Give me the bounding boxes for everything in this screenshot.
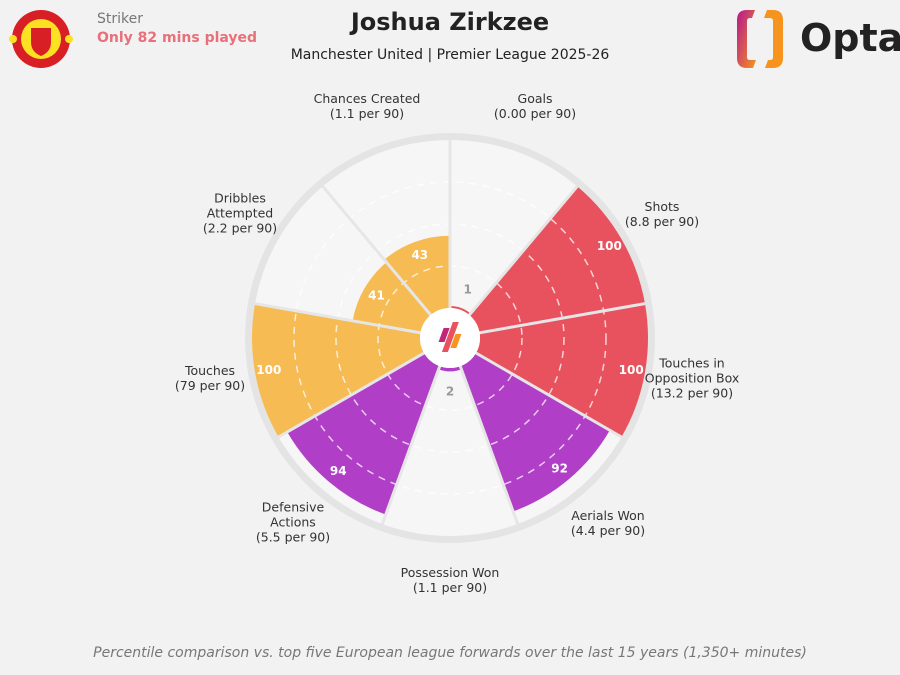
icon-bar <box>438 328 450 342</box>
footnote: Percentile comparison vs. top five Europ… <box>93 645 807 661</box>
category-per90: (13.2 per 90) <box>650 385 734 401</box>
category-per90: (0.00 per 90) <box>493 106 577 121</box>
bar-aerials-won <box>460 353 610 512</box>
category-label: Goals (0.00 per 90) <box>494 91 576 121</box>
value-label: 100 <box>597 239 622 253</box>
category-name: Dribbles Attempted <box>206 190 274 221</box>
manchester-united-crest <box>9 10 73 68</box>
category-per90: (79 per 90) <box>174 378 246 393</box>
player-position: Striker <box>97 11 143 27</box>
value-label: 2 <box>446 384 454 398</box>
bar-touches-in-opposition-box <box>475 303 649 437</box>
opta-logo-icon <box>737 10 783 68</box>
page-title: Joshua Zirkzee <box>350 8 550 36</box>
slice-divider <box>448 337 520 525</box>
subtitle: Manchester United | Premier League 2025-… <box>290 47 610 63</box>
bar-touches <box>252 303 425 437</box>
category-label: Touches in Opposition Box (13.2 per 90) <box>645 356 740 401</box>
category-label: Aerials Won (4.4 per 90) <box>571 508 645 538</box>
value-label: 1 <box>463 282 471 296</box>
category-label: Shots (8.8 per 90) <box>625 199 699 229</box>
value-label: 94 <box>330 464 347 478</box>
bar-possession-won <box>438 366 462 372</box>
slice-divider <box>449 336 623 439</box>
bar-goals <box>450 305 471 316</box>
category-per90: (1.1 per 90) <box>329 106 405 121</box>
bar-chances-created <box>384 235 450 316</box>
category-label: Touches (79 per 90) <box>175 363 245 393</box>
category-name: Touches <box>184 363 236 378</box>
icon-bar <box>450 334 462 348</box>
slice-divider <box>380 337 452 525</box>
value-label: 100 <box>619 363 644 377</box>
minutes-note: Only 82 mins played <box>97 30 258 46</box>
slice-divider <box>449 302 646 340</box>
category-name: Defensive Actions <box>261 499 325 530</box>
category-name: Aerials Won <box>571 508 645 523</box>
slice-divider <box>448 185 579 339</box>
icon-bar <box>441 322 459 352</box>
category-label: Dribbles Attempted (2.2 per 90) <box>203 191 277 236</box>
category-name: Touches in Opposition Box <box>644 355 740 386</box>
value-label: 100 <box>256 363 281 377</box>
category-per90: (4.4 per 90) <box>570 523 646 538</box>
slice-divider <box>254 302 451 340</box>
value-label: 43 <box>411 248 428 262</box>
category-per90: (8.8 per 90) <box>624 214 700 229</box>
opta-wordmark: Opta <box>800 16 900 60</box>
category-name: Chances Created <box>313 91 421 106</box>
bar-defensive-actions <box>287 353 440 515</box>
slice-divider <box>321 185 452 339</box>
value-label: 41 <box>368 289 385 303</box>
value-label: 92 <box>551 462 568 476</box>
category-per90: (1.1 per 90) <box>412 580 488 595</box>
category-name: Possession Won <box>400 565 500 580</box>
category-label: Chances Created (1.1 per 90) <box>314 91 421 121</box>
category-label: Possession Won (1.1 per 90) <box>401 565 500 595</box>
category-name: Goals <box>517 91 553 106</box>
center-opta-icon <box>438 322 462 352</box>
slice-divider <box>277 336 451 439</box>
category-label: Defensive Actions (5.5 per 90) <box>256 500 330 545</box>
category-per90: (2.2 per 90) <box>202 220 278 236</box>
category-per90: (5.5 per 90) <box>255 529 331 545</box>
bar-dribbles-attempted <box>352 262 431 333</box>
category-name: Shots <box>644 199 680 214</box>
